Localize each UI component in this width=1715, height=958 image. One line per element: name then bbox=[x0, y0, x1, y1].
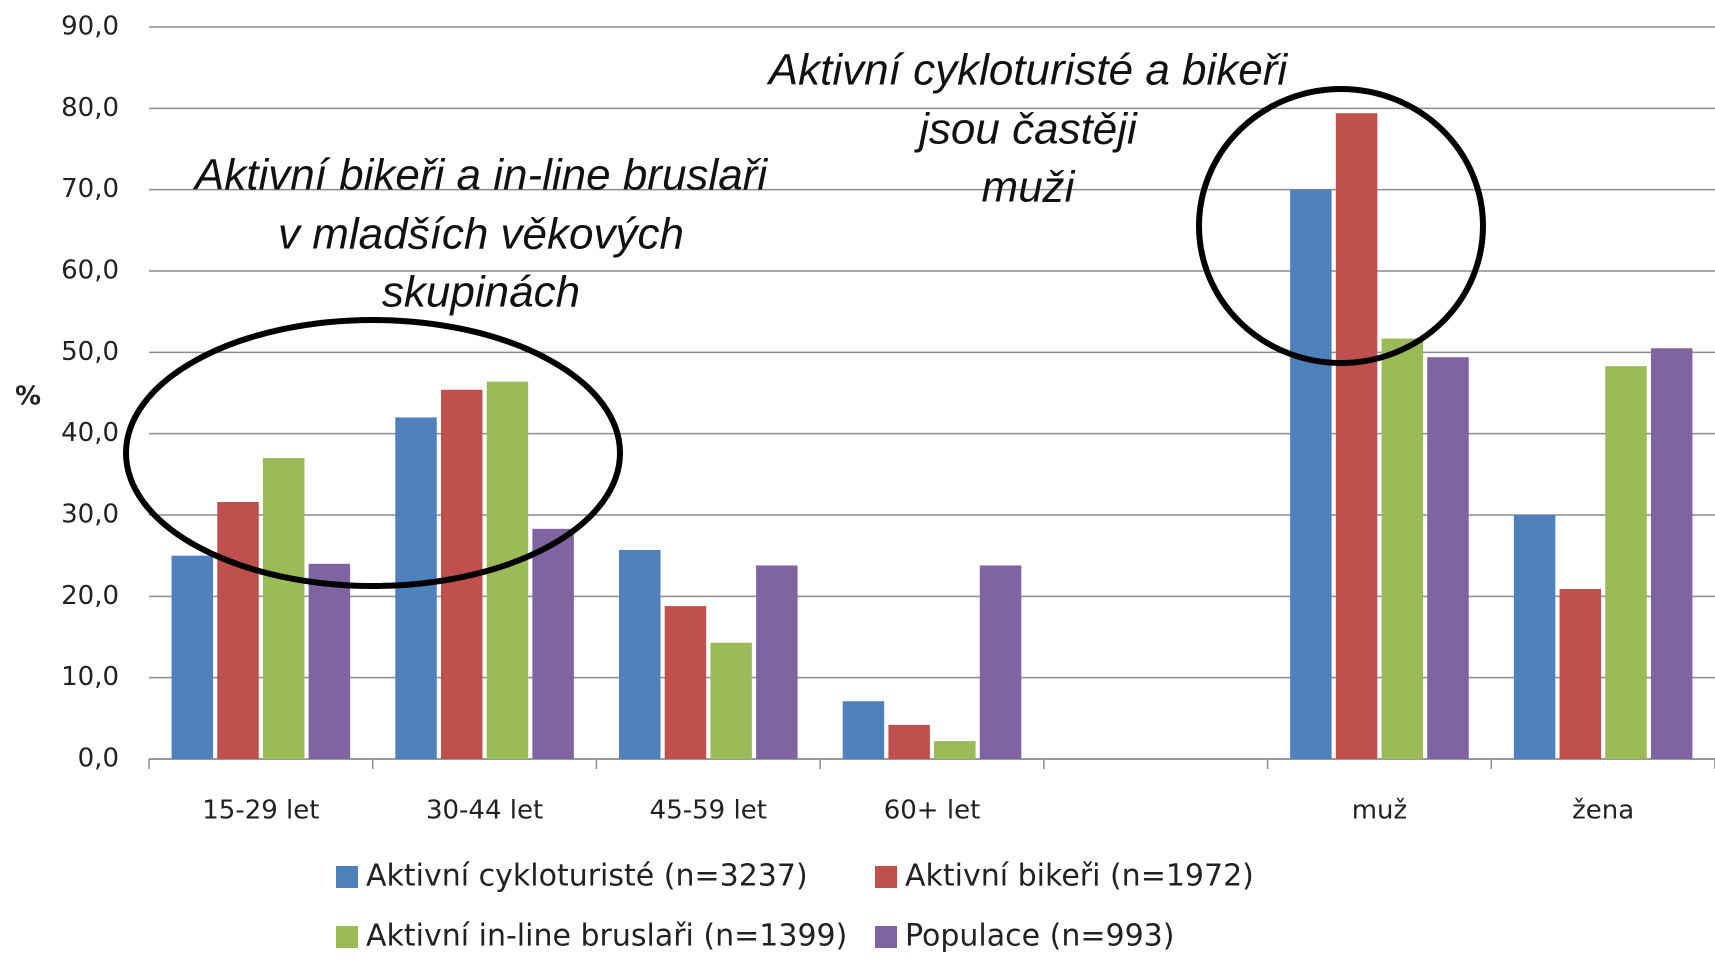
annotation: muži bbox=[982, 163, 1076, 212]
bar bbox=[1650, 348, 1693, 759]
annotation: v mladších věkových bbox=[278, 210, 684, 259]
legend-label: Aktivní bikeři (n=1972) bbox=[905, 859, 1254, 894]
y-tick-label: 0,0 bbox=[78, 744, 119, 774]
legend-label: Aktivní cykloturisté (n=3237) bbox=[366, 859, 808, 894]
highlight-ellipse bbox=[123, 317, 623, 589]
x-tick-label: 15-29 let bbox=[202, 796, 319, 826]
y-tick-label: 10,0 bbox=[61, 662, 119, 692]
bar bbox=[308, 563, 351, 759]
y-tick-label: 70,0 bbox=[61, 174, 119, 204]
bar bbox=[1513, 515, 1556, 759]
annotation: Aktivní cykloturisté a bikeři bbox=[766, 46, 1289, 95]
bar bbox=[395, 417, 437, 759]
bar bbox=[1381, 338, 1424, 759]
bar bbox=[979, 565, 1022, 759]
bar bbox=[1290, 189, 1332, 759]
y-tick-label: 80,0 bbox=[61, 93, 119, 123]
legend-swatch bbox=[336, 866, 358, 888]
y-tick-label: 30,0 bbox=[61, 500, 119, 530]
annotation: skupinách bbox=[382, 268, 580, 317]
bar bbox=[710, 642, 752, 759]
x-tick-label: 30-44 let bbox=[426, 796, 543, 826]
x-tick-label: muž bbox=[1352, 796, 1407, 826]
bar bbox=[262, 458, 305, 759]
bar bbox=[1427, 357, 1469, 759]
legend-swatch bbox=[875, 926, 897, 948]
y-tick-label: 40,0 bbox=[61, 418, 119, 448]
annotation: jsou častěji bbox=[914, 105, 1138, 154]
legend-swatch bbox=[875, 866, 897, 888]
bar bbox=[756, 565, 798, 759]
x-tick-label: 60+ let bbox=[884, 796, 981, 826]
annotation: Aktivní bikeři a in-line bruslaři bbox=[192, 151, 768, 200]
legend-label: Aktivní in-line bruslaři (n=1399) bbox=[366, 919, 847, 954]
bar bbox=[1605, 366, 1647, 759]
bar bbox=[217, 501, 259, 759]
legend-label: Populace (n=993) bbox=[905, 919, 1174, 954]
bar bbox=[888, 724, 930, 759]
y-tick-label: 20,0 bbox=[61, 581, 119, 611]
bar bbox=[532, 528, 574, 759]
bar bbox=[934, 741, 976, 759]
y-tick-label: 60,0 bbox=[61, 256, 119, 286]
x-tick-label: 45-59 let bbox=[650, 796, 767, 826]
bar bbox=[1559, 589, 1602, 759]
y-tick-label: 90,0 bbox=[61, 12, 119, 42]
bar bbox=[171, 555, 214, 759]
bar bbox=[842, 701, 885, 759]
y-axis-label: % bbox=[15, 382, 41, 412]
legend-swatch bbox=[336, 926, 358, 948]
bar bbox=[618, 549, 661, 759]
highlight-ellipse bbox=[1196, 86, 1486, 366]
bar bbox=[1335, 113, 1378, 760]
bar bbox=[664, 606, 707, 759]
y-tick-label: 50,0 bbox=[61, 337, 119, 367]
x-tick-label: žena bbox=[1572, 796, 1634, 826]
